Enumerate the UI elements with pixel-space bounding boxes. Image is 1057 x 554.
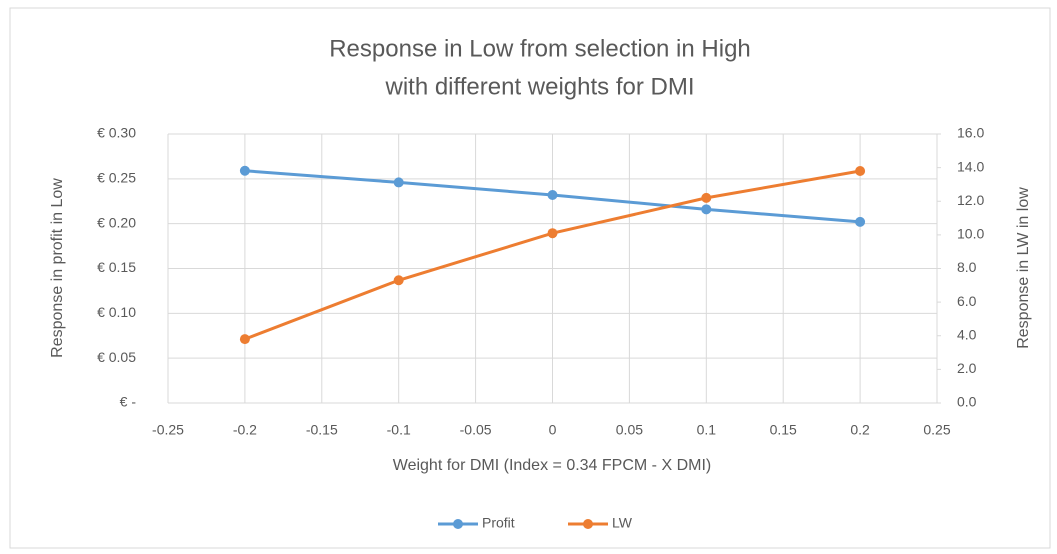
point xyxy=(239,334,250,345)
y2-tick-label: 14.0 xyxy=(957,158,984,174)
legend-label: Profit xyxy=(482,515,515,531)
legend-label: LW xyxy=(612,515,633,531)
y2-axis-title: Response in LW in low xyxy=(1015,187,1032,349)
point xyxy=(701,192,712,203)
y2-tick-label: 8.0 xyxy=(957,259,977,275)
y-axis-title: Response in profit in Low xyxy=(49,178,66,358)
y2-tick-label: 12.0 xyxy=(957,192,984,208)
x-tick-label: -0.25 xyxy=(152,422,184,438)
y2-tick-label: 4.0 xyxy=(957,326,977,342)
x-axis-title: Weight for DMI (Index = 0.34 FPCM - X DM… xyxy=(393,457,711,474)
y-tick-label: € - xyxy=(120,394,137,410)
point xyxy=(547,189,558,200)
chart-title: with different weights for DMI xyxy=(384,73,694,100)
x-tick-label: -0.05 xyxy=(460,422,492,438)
legend-marker xyxy=(453,519,463,529)
x-tick-label: 0.25 xyxy=(923,422,950,438)
y-tick-label: € 0.25 xyxy=(97,170,136,186)
point xyxy=(855,216,866,227)
x-tick-label: 0.05 xyxy=(616,422,643,438)
legend-marker xyxy=(583,519,593,529)
point xyxy=(855,165,866,176)
y2-tick-label: 16.0 xyxy=(957,125,984,141)
x-tick-label: 0.1 xyxy=(697,422,717,438)
y2-tick-label: 10.0 xyxy=(957,226,984,242)
y2-tick-label: 6.0 xyxy=(957,293,977,309)
x-tick-label: 0.2 xyxy=(850,422,870,438)
point xyxy=(393,275,404,286)
y2-tick-label: 2.0 xyxy=(957,360,977,376)
chart-title: Response in Low from selection in High xyxy=(329,35,751,62)
y-tick-label: € 0.10 xyxy=(97,304,136,320)
point xyxy=(547,228,558,239)
x-tick-label: -0.1 xyxy=(387,422,411,438)
x-tick-label: 0.15 xyxy=(770,422,797,438)
chart-border xyxy=(9,7,1051,549)
point xyxy=(239,165,250,176)
y-tick-label: € 0.20 xyxy=(97,214,136,230)
x-tick-label: 0 xyxy=(549,422,557,438)
point xyxy=(701,204,712,215)
y-tick-label: € 0.15 xyxy=(97,259,136,275)
x-tick-label: -0.15 xyxy=(306,422,338,438)
point xyxy=(393,177,404,188)
x-tick-label: -0.2 xyxy=(233,422,257,438)
y-tick-label: € 0.30 xyxy=(97,125,136,141)
y2-tick-label: 0.0 xyxy=(957,394,977,410)
y-tick-label: € 0.05 xyxy=(97,349,136,365)
